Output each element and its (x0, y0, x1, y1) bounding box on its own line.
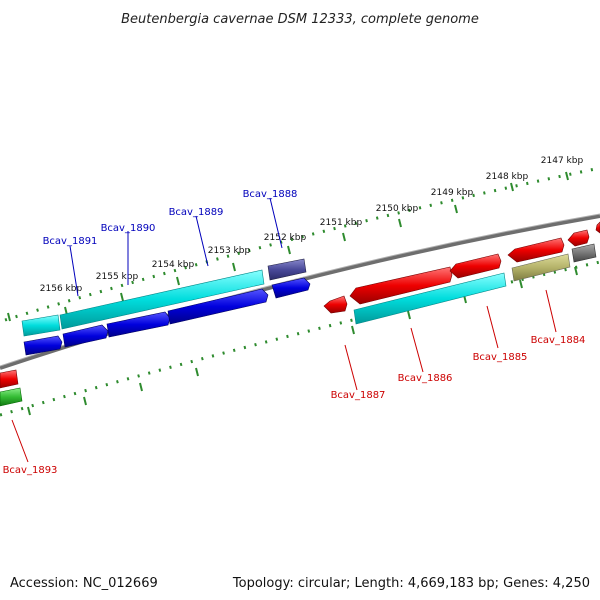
cds-bcav-1889b[interactable] (167, 288, 269, 325)
tick-label-2150: 2150 kbp (376, 204, 419, 214)
leader-bcav-1885 (486, 305, 499, 349)
feature-bcav-1888[interactable] (267, 258, 307, 281)
tick-label-2156: 2156 kbp (40, 284, 83, 294)
tick-label-2151: 2151 kbp (320, 218, 363, 228)
label-bcav-1890[interactable]: Bcav_1890 (101, 223, 156, 234)
label-bcav-1893[interactable]: Bcav_1893 (3, 465, 58, 476)
cds-bcav-1891[interactable] (23, 335, 63, 356)
feature-grey[interactable] (571, 243, 597, 263)
label-bcav-1884[interactable]: Bcav_1884 (531, 335, 586, 346)
feature-olive[interactable] (511, 253, 571, 282)
label-bcav-1889[interactable]: Bcav_1889 (169, 207, 224, 218)
genome-summary-text: Topology: circular; Length: 4,669,183 bp… (232, 576, 590, 591)
cds-bcav-1886[interactable] (349, 266, 453, 305)
cds-bcav-1893[interactable] (0, 369, 19, 389)
tick-label-2155: 2155 kbp (96, 272, 139, 282)
label-bcav-1888[interactable]: Bcav_1888 (243, 189, 298, 200)
leader-bcav-1884 (545, 289, 557, 333)
leader-bcav-1888 (269, 197, 283, 249)
cds-partial-edge[interactable] (595, 221, 600, 234)
cds-bcav-1888-cds[interactable] (271, 277, 311, 299)
leader-bcav-1893 (11, 419, 29, 463)
leader-bcav-1889 (195, 215, 209, 267)
gene-feature-1890-1889-region[interactable] (59, 269, 265, 330)
gene-feature-1891-region[interactable] (21, 314, 61, 337)
tick-label-2147: 2147 kbp (541, 156, 584, 166)
outer-tick-track (4, 166, 600, 322)
label-bcav-1891[interactable]: Bcav_1891 (43, 236, 98, 247)
cds-bcav-1884[interactable] (507, 237, 565, 263)
leader-bcav-1886 (410, 327, 424, 373)
gene-feature-1886-1885-region[interactable] (353, 272, 507, 325)
leader-bcav-1887 (344, 344, 358, 391)
cds-bcav-1890[interactable] (62, 324, 109, 348)
tick-label-2153: 2153 kbp (208, 246, 251, 256)
label-bcav-1885[interactable]: Bcav_1885 (473, 352, 528, 363)
map-title: Beutenbergia cavernae DSM 12333, complet… (121, 12, 479, 27)
tick-label-2154: 2154 kbp (152, 260, 195, 270)
cds-bcav-1889a[interactable] (106, 311, 171, 338)
label-bcav-1886[interactable]: Bcav_1886 (398, 373, 453, 384)
accession-text: Accession: NC_012669 (10, 576, 158, 591)
cds-partial-right[interactable] (567, 229, 590, 247)
cds-bcav-1887[interactable] (323, 295, 348, 314)
tick-label-2149: 2149 kbp (431, 188, 474, 198)
label-bcav-1887[interactable]: Bcav_1887 (331, 390, 386, 401)
cds-bcav-1885[interactable] (449, 253, 502, 279)
tick-label-2148: 2148 kbp (486, 172, 529, 182)
feature-green[interactable] (0, 387, 23, 407)
leader-bcav-1891 (69, 245, 79, 297)
tick-label-2152: 2152 kbp (264, 233, 307, 243)
